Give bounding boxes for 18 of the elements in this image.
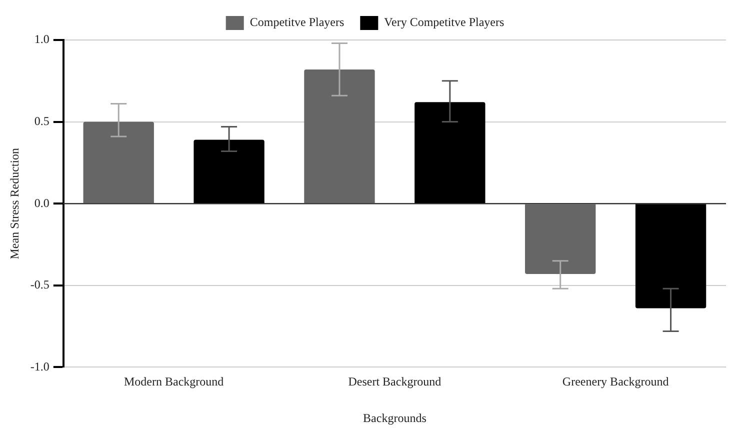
y-tick-label: -0.5	[30, 278, 50, 292]
legend-label: Competitve Players	[250, 15, 344, 30]
y-tick-label: 0.5	[34, 114, 50, 128]
bar	[635, 204, 706, 308]
bar	[414, 102, 486, 204]
y-axis-title: Mean Stress Reduction	[7, 148, 22, 260]
bar	[525, 204, 596, 274]
x-axis-title: Backgrounds	[363, 410, 427, 425]
bar	[83, 122, 154, 204]
x-tick-label: Greenery Background	[562, 374, 669, 389]
y-tick-label: -1.0	[30, 359, 50, 374]
y-tick-label: 0.0	[34, 196, 50, 210]
x-tick-label: Desert Background	[348, 374, 442, 389]
y-tick-label: 1.0	[34, 32, 50, 46]
x-tick-label: Modern Background	[124, 374, 224, 389]
bar	[194, 140, 264, 204]
legend-label: Very Competitve Players	[384, 15, 504, 30]
bar	[304, 69, 375, 204]
